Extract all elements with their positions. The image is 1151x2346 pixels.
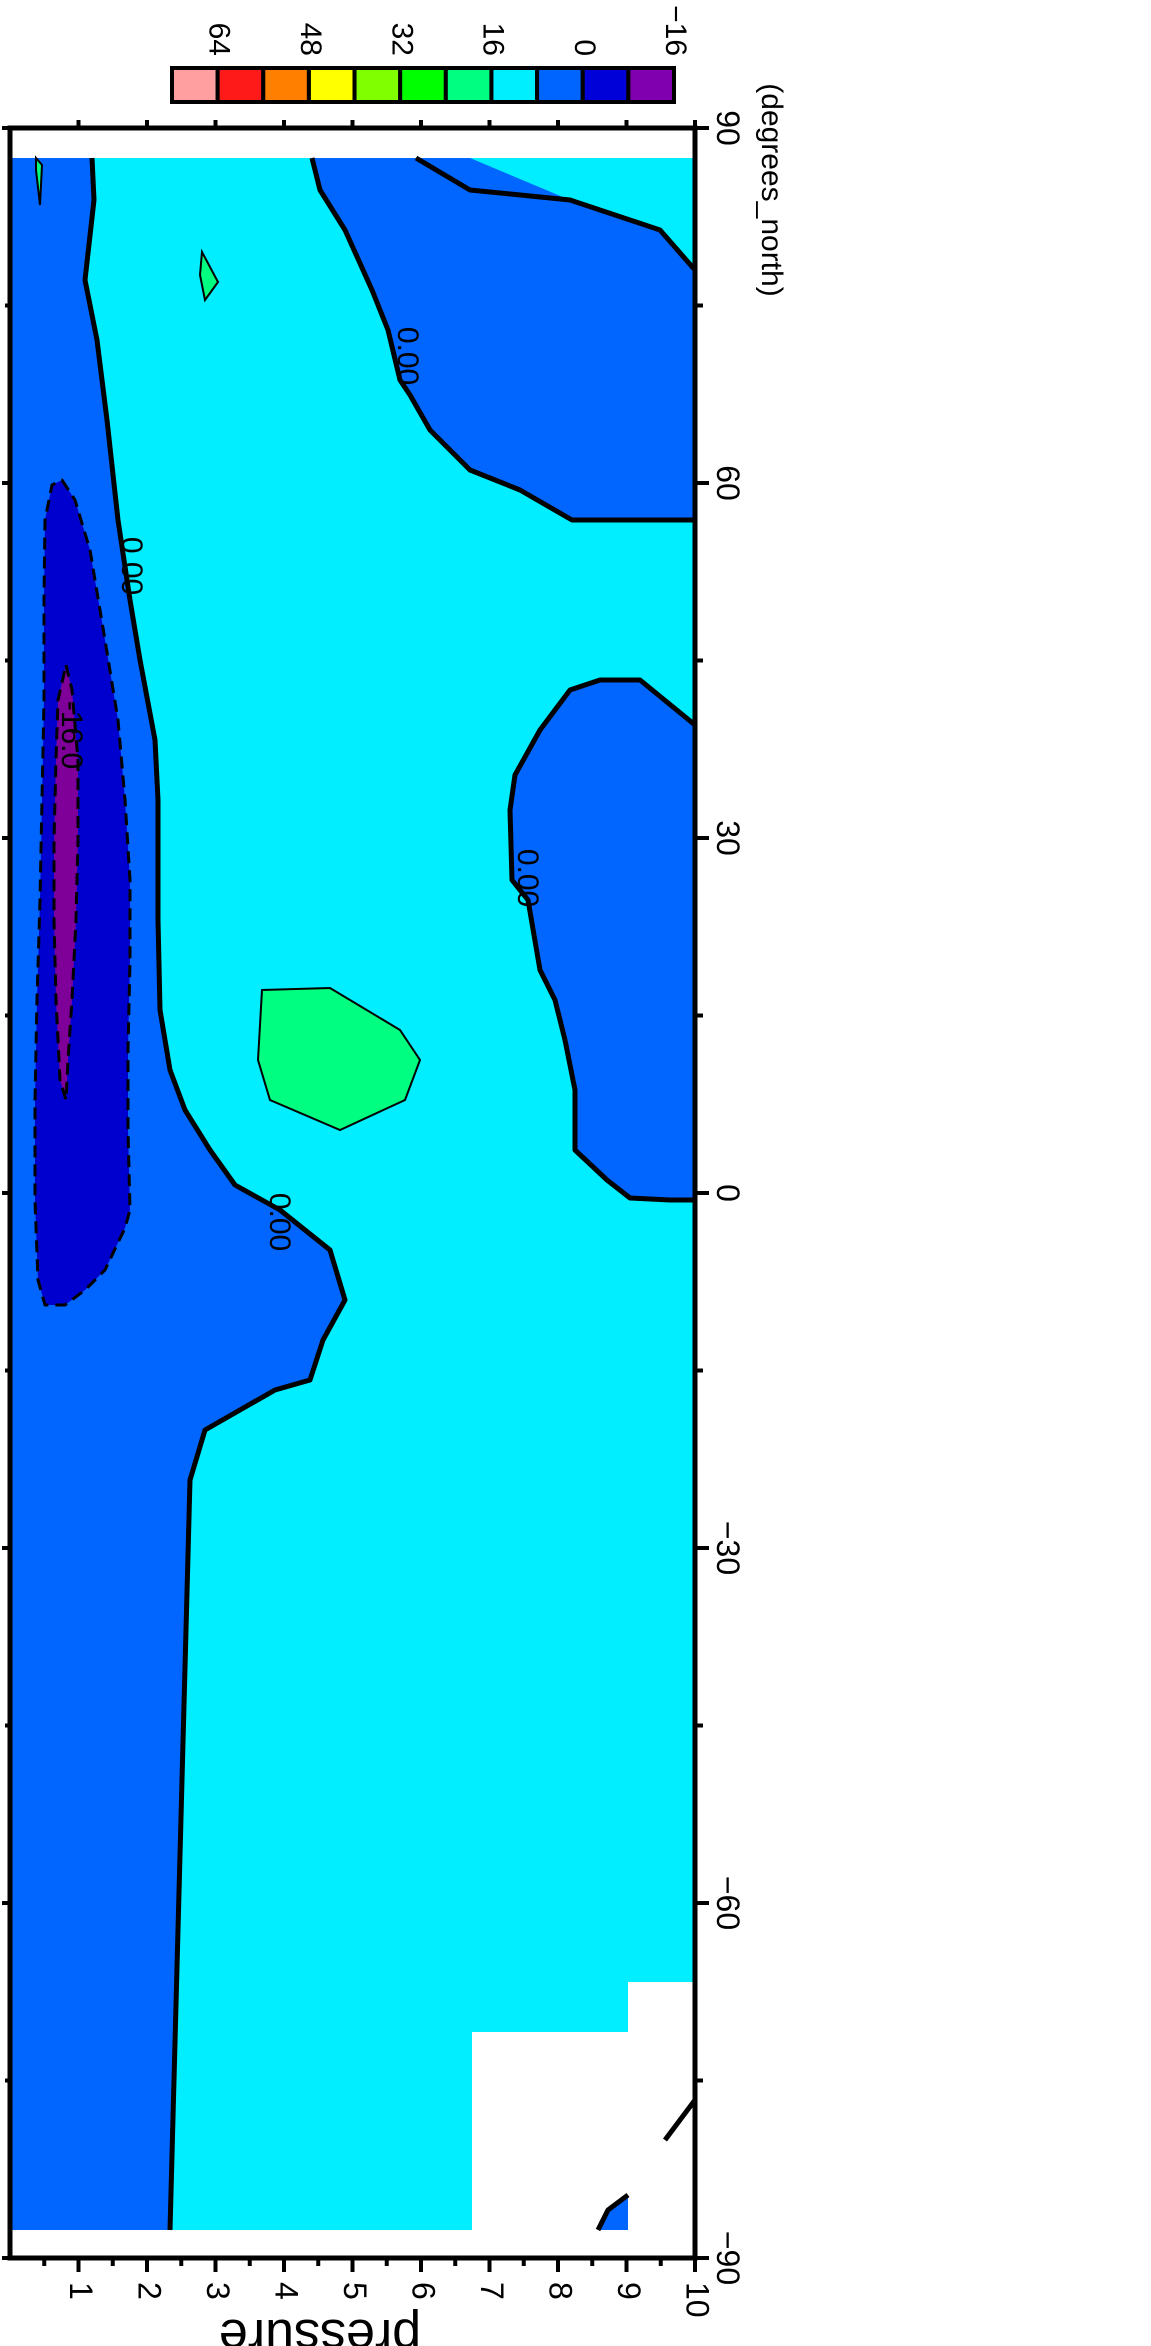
contour-zero-far-south — [663, 2098, 695, 2142]
field-band-8-to-16-midlat — [256, 986, 422, 1132]
colorbar-swatch — [306, 66, 357, 104]
field-band-8-to-16-corner — [35, 155, 44, 206]
y-axis: 1 2 3 4 5 6 7 8 9 10 — [42, 120, 716, 2318]
colorbar-level-label: 32 — [385, 23, 418, 56]
y-tick-label: 7 — [474, 2282, 510, 2300]
x-tick-label: 0 — [710, 1184, 746, 1202]
field-band-minus-8-to-0-lower — [510, 680, 695, 1200]
y-tick-label: 10 — [680, 2282, 716, 2318]
contour-zero-equator — [507, 677, 695, 1203]
x-tick-label: −90 — [710, 2231, 746, 2285]
colorbar-level-label: 16 — [477, 23, 510, 56]
missing-data-region — [472, 1982, 695, 2258]
colorbar-level-label: 48 — [294, 23, 327, 56]
contour-labels: 0.00 0.00 0.00 0.00 -16.0 — [55, 327, 544, 1251]
contour-minus-8 — [33, 478, 132, 1307]
contour-minus-16 — [52, 663, 80, 1102]
x-tick-label: 90 — [710, 110, 746, 146]
colorbar-level-label: 0 — [568, 39, 601, 56]
missing-data-strip-bottom — [10, 2230, 472, 2258]
x-axis-title: (degrees_north) — [755, 83, 788, 296]
contour-zero-northeast-corner — [414, 155, 695, 272]
colorbar-swatch — [398, 66, 448, 104]
colorbar-swatch — [215, 66, 266, 104]
y-tick-label: 3 — [200, 2282, 236, 2300]
colorbar: 64 48 32 16 0 −16 — [170, 5, 692, 104]
x-tick-label: 60 — [710, 465, 746, 501]
contour-zero-south-corner — [595, 2193, 630, 2232]
y-tick-label: 1 — [63, 2282, 99, 2300]
colorbar-swatch — [535, 66, 585, 104]
y-tick-label: 8 — [543, 2282, 579, 2300]
contour-label-zero-4: 0.00 — [263, 1193, 296, 1251]
y-tick-label: 4 — [269, 2282, 305, 2300]
colorbar-level-label: −16 — [659, 5, 692, 56]
x-tick-label: 30 — [710, 820, 746, 856]
contour-label-minus-16: -16.0 — [55, 701, 88, 769]
missing-data-strip-top — [10, 128, 695, 158]
plot-area — [10, 128, 695, 2258]
colorbar-swatch — [489, 66, 540, 104]
y-tick-label: 5 — [337, 2282, 373, 2300]
colorbar-swatch — [170, 66, 220, 104]
colorbar-swatch — [626, 66, 677, 104]
contour-label-zero-2: 0.00 — [391, 327, 424, 385]
y-tick-label: 9 — [611, 2282, 647, 2300]
colorbar-level-label: 64 — [203, 23, 236, 56]
x-tick-label: −60 — [710, 1876, 746, 1930]
colorbar-swatch — [443, 66, 494, 104]
field-band-8-to-16-highlat — [198, 248, 220, 303]
y-axis-title: pressure — [219, 2308, 421, 2346]
colorbar-swatch — [261, 66, 311, 104]
contour-zero-upper — [82, 157, 348, 2231]
field-band-minus-16-to-minus-8 — [35, 480, 130, 1305]
y-tick-label: 2 — [132, 2282, 168, 2300]
contour-label-zero-1: 0.00 — [115, 537, 148, 595]
contour-zero-northeast — [309, 157, 695, 523]
colorbar-swatch — [580, 66, 631, 104]
y-tick-label: 6 — [406, 2282, 442, 2300]
colorbar-swatch — [352, 66, 403, 104]
x-axis: −90 −60 −30 0 30 60 90 — [2, 110, 746, 2285]
field-band-minus-8-to-0-topright — [312, 158, 695, 520]
contour-label-zero-3: 0.00 — [511, 849, 544, 907]
x-tick-label: −30 — [710, 1521, 746, 1575]
